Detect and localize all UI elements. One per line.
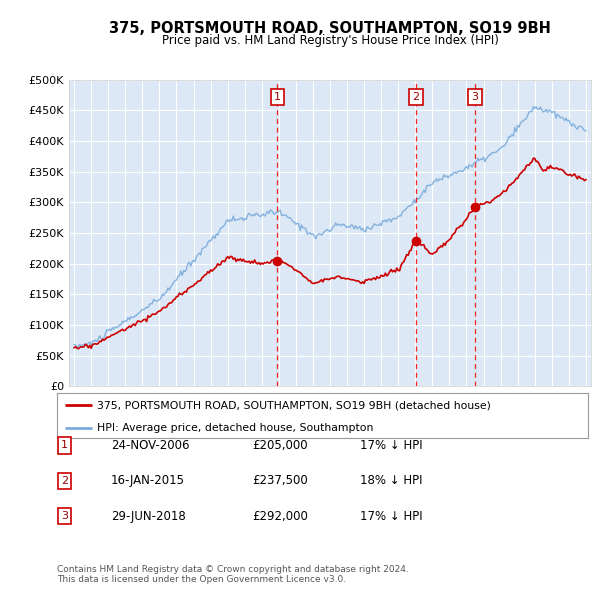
Text: 3: 3 (472, 92, 479, 102)
Text: 17% ↓ HPI: 17% ↓ HPI (360, 510, 422, 523)
Text: 16-JAN-2015: 16-JAN-2015 (111, 474, 185, 487)
Text: 17% ↓ HPI: 17% ↓ HPI (360, 439, 422, 452)
Text: 1: 1 (61, 441, 68, 450)
Text: £205,000: £205,000 (252, 439, 308, 452)
Text: 1: 1 (274, 92, 281, 102)
Text: Price paid vs. HM Land Registry's House Price Index (HPI): Price paid vs. HM Land Registry's House … (161, 34, 499, 47)
Text: 24-NOV-2006: 24-NOV-2006 (111, 439, 190, 452)
Text: 29-JUN-2018: 29-JUN-2018 (111, 510, 186, 523)
Text: £237,500: £237,500 (252, 474, 308, 487)
Text: 18% ↓ HPI: 18% ↓ HPI (360, 474, 422, 487)
Text: 2: 2 (413, 92, 420, 102)
Text: 375, PORTSMOUTH ROAD, SOUTHAMPTON, SO19 9BH (detached house): 375, PORTSMOUTH ROAD, SOUTHAMPTON, SO19 … (97, 400, 491, 410)
Text: HPI: Average price, detached house, Southampton: HPI: Average price, detached house, Sout… (97, 424, 373, 434)
Text: 375, PORTSMOUTH ROAD, SOUTHAMPTON, SO19 9BH: 375, PORTSMOUTH ROAD, SOUTHAMPTON, SO19 … (109, 21, 551, 35)
Text: 2: 2 (61, 476, 68, 486)
Text: Contains HM Land Registry data © Crown copyright and database right 2024.
This d: Contains HM Land Registry data © Crown c… (57, 565, 409, 584)
Text: 3: 3 (61, 512, 68, 521)
Text: £292,000: £292,000 (252, 510, 308, 523)
